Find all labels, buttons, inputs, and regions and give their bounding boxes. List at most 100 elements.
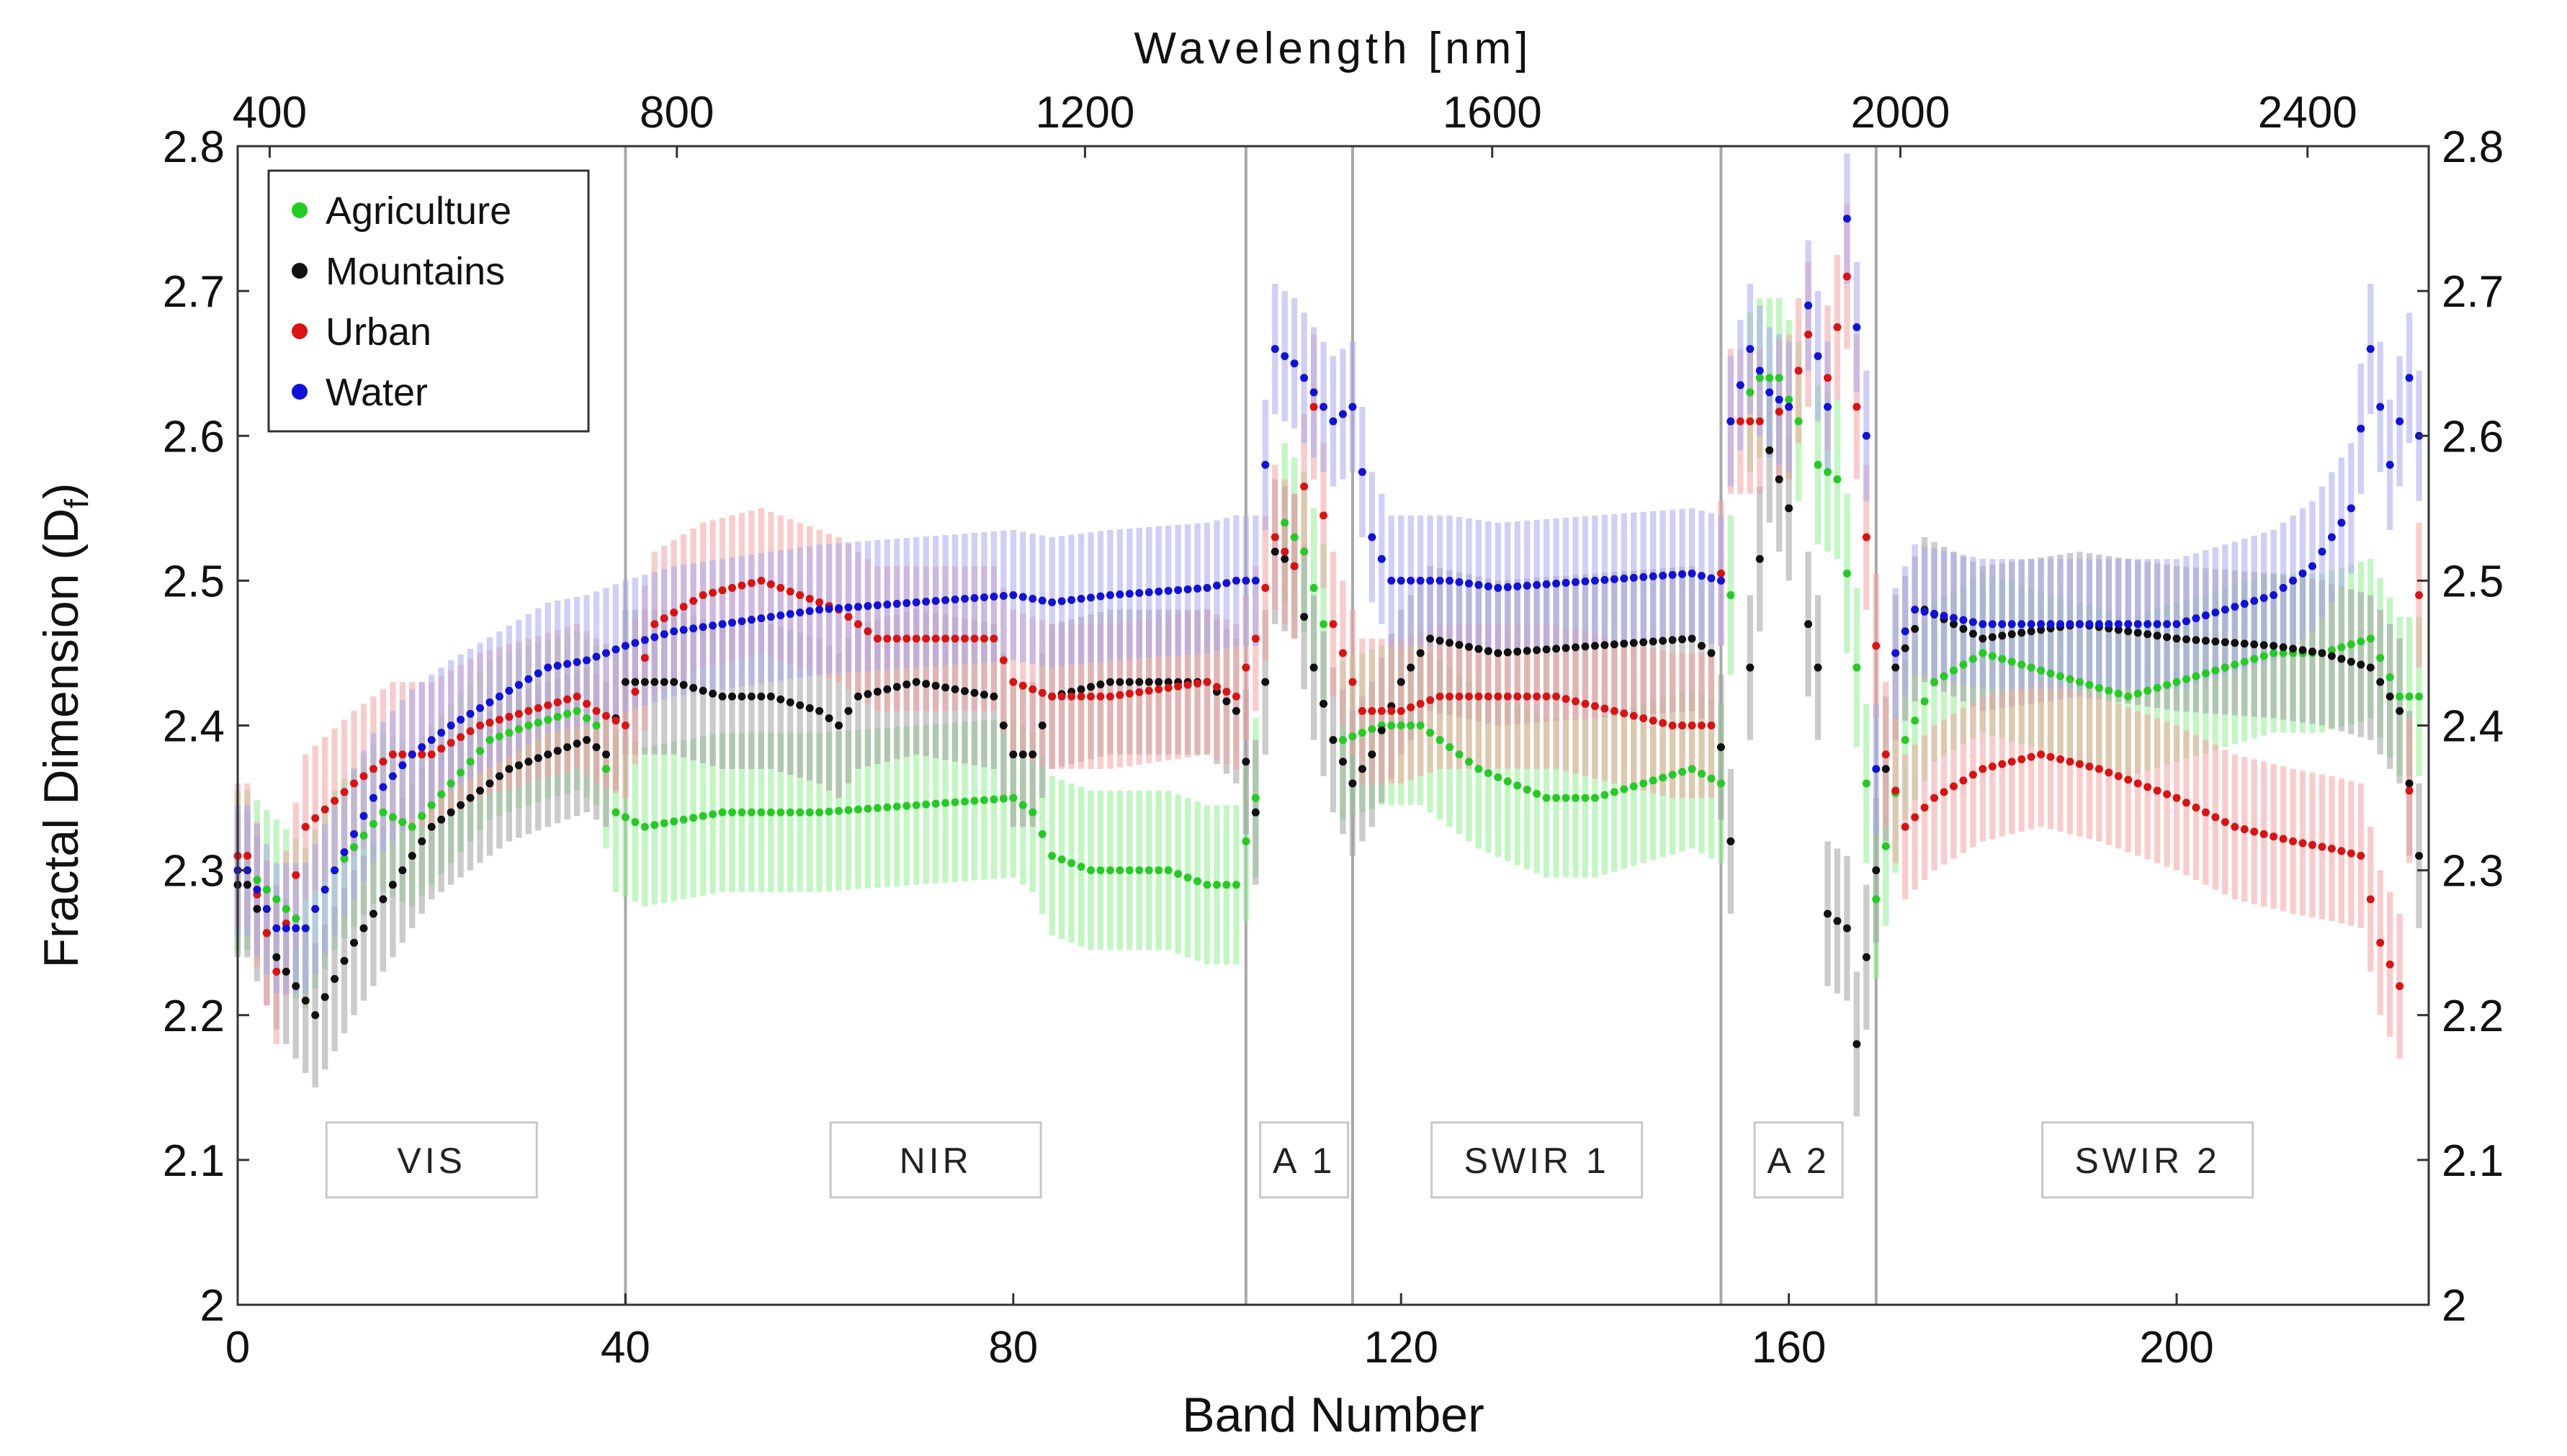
data-point [980,691,988,699]
data-point [292,915,300,923]
data-point [1794,417,1803,426]
data-point [621,642,630,650]
data-point [1707,574,1716,583]
data-point [369,765,377,773]
data-point [689,597,698,606]
data-point [1348,779,1357,788]
data-point [835,604,843,613]
data-point [883,634,892,643]
data-point [1086,866,1095,875]
data-point [350,779,359,788]
data-point [2211,813,2220,822]
data-point [2366,663,2375,672]
data-point [640,654,649,662]
data-point [2017,629,2026,637]
data-point [1862,953,1871,961]
data-point [1930,609,1939,618]
data-point [1397,706,1405,715]
data-point [961,595,969,603]
data-point [2308,647,2316,656]
data-point [1271,547,1279,556]
data-point [1116,866,1124,875]
data-point [1494,692,1502,701]
data-point [2017,620,2026,629]
data-point [457,715,465,724]
data-point [1833,323,1842,331]
data-point [1542,645,1551,654]
data-point [922,800,931,809]
data-point [980,593,988,602]
data-point [495,715,503,724]
data-point [311,904,320,913]
data-point [1678,768,1687,776]
data-point [2279,649,2288,657]
data-point [970,796,979,805]
data-point [1881,842,1890,850]
data-point [1407,722,1415,729]
data-point [1077,685,1085,693]
region-label-box [1259,1121,1350,1199]
data-point [689,814,698,822]
data-point [2182,675,2190,683]
data-point [505,712,514,721]
data-point [427,750,436,759]
data-point [1135,688,1144,696]
data-point [272,953,281,961]
data-point [1348,403,1357,411]
data-point [1029,595,1037,603]
data-point [1716,743,1725,752]
data-point [1494,773,1502,781]
data-point [466,709,475,718]
data-point [2153,683,2161,692]
data-point [2347,640,2355,649]
data-point [398,818,407,827]
data-point [418,812,426,820]
data-point [563,660,572,668]
data-point [2308,840,2316,849]
data-point [747,579,756,588]
data-point [2259,830,2268,838]
data-point [1581,577,1590,585]
series-points-agriculture [233,374,2424,933]
data-point [1338,736,1347,745]
y-tick-label-right: 2.5 [2442,557,2504,606]
data-point [2182,617,2190,626]
x-tick-label: 80 [988,1323,1038,1372]
data-point [1523,786,1531,794]
data-point [2046,620,2055,629]
legend-marker [292,263,308,279]
data-point [1590,702,1599,711]
series-points-urban [233,272,2424,991]
top-tick-label: 400 [233,88,307,138]
data-point [2259,652,2268,660]
data-point [418,743,426,752]
data-point [1785,504,1793,513]
data-point [796,808,805,817]
data-point [1494,649,1502,657]
data-point [1144,686,1153,695]
data-point [873,804,882,812]
y-tick-label-right: 2.2 [2442,992,2504,1041]
data-point [718,692,727,701]
data-point [2337,847,2346,855]
data-point [1552,579,1561,588]
data-point [1968,655,1977,663]
data-point [1135,588,1144,597]
y-tick-label-left: 2.1 [163,1136,225,1186]
data-point [1988,633,1997,642]
data-point [2153,620,2161,629]
data-point [2114,626,2123,634]
data-point [2250,655,2259,663]
data-point [495,692,503,701]
data-point [1309,403,1318,411]
data-point [457,768,465,777]
data-point [321,805,329,814]
data-point [805,607,814,616]
y-tick-label-left: 2.5 [163,557,225,606]
data-point [854,805,862,814]
y-axis-title-subscript: f [58,499,95,508]
data-point [1144,588,1153,596]
data-point [476,722,485,729]
data-point [951,685,959,693]
data-point [2201,611,2210,620]
